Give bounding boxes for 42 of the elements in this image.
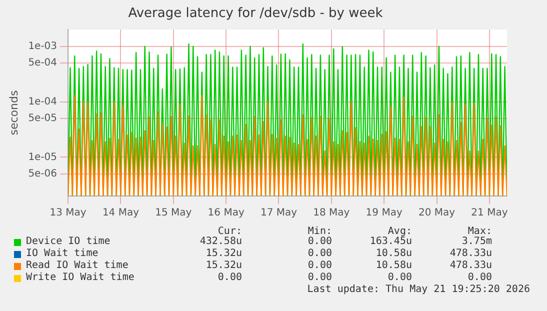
y-tick-label: 5e-05 [28, 113, 58, 124]
text: 432.58u [198, 236, 242, 247]
text: 0.00 [216, 272, 242, 283]
text: Cur: [218, 226, 242, 237]
y-axis-title: seconds [7, 90, 20, 136]
text: 478.33u [448, 260, 492, 271]
text: 163.45u [368, 236, 412, 247]
text: Last update: Thu May 21 19:25:20 2026 [307, 284, 530, 295]
text: 0.00 [306, 236, 332, 247]
x-tick-label: 19 May [366, 208, 402, 219]
x-tick-label: 14 May [102, 208, 140, 219]
text: 0.00 [306, 248, 332, 259]
text: 0.00 [306, 272, 332, 283]
chart-title: Average latency for /dev/sdb - by week [128, 6, 384, 22]
text: Min: [306, 226, 332, 237]
x-tick-label: 21 May [471, 208, 508, 219]
x-tick-label: 15 May [155, 208, 192, 219]
y-tick-label: 1e-05 [28, 152, 58, 163]
legend-label: Read IO Wait time [26, 260, 128, 271]
text: 0.00 [306, 260, 332, 271]
text: 0.00 [466, 272, 492, 283]
text: 10.58u [374, 260, 412, 271]
text: 15.32u [204, 248, 242, 259]
y-tick-label: 1e-04 [28, 96, 58, 108]
x-tick-label: 18 May [313, 208, 350, 219]
x-tick-label: 13 May [50, 208, 86, 219]
x-tick-label: 20 May [418, 208, 456, 219]
text: 10.58u [374, 248, 412, 259]
x-tick-label: 16 May [208, 208, 244, 219]
y-tick-label: 5e-06 [28, 168, 58, 180]
text: Avg: [388, 226, 412, 237]
x-tick-label: 17 May [260, 208, 298, 219]
legend-label: Write IO Wait time [26, 272, 134, 283]
y-tick-label: 5e-04 [28, 58, 58, 69]
text: 15.32u [204, 260, 242, 271]
legend-label: IO Wait time [26, 248, 98, 259]
text: 478.33u [448, 248, 492, 259]
text: Max: [468, 226, 492, 237]
text: 0.00 [386, 272, 412, 283]
legend-label: Device IO time [26, 236, 110, 247]
text: 3.75m [460, 236, 492, 247]
y-tick-label: 1e-03 [28, 40, 58, 52]
